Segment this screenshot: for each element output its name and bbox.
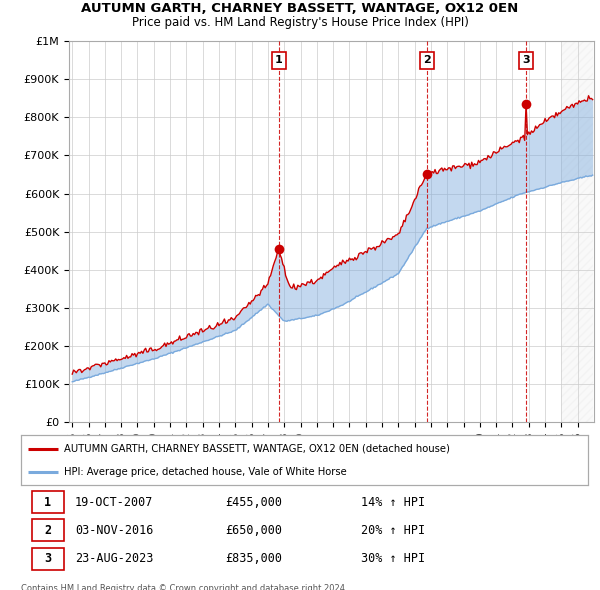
Text: 30% ↑ HPI: 30% ↑ HPI [361,552,425,565]
Text: 3: 3 [522,55,530,65]
Bar [32,548,64,570]
Text: Price paid vs. HM Land Registry's House Price Index (HPI): Price paid vs. HM Land Registry's House … [131,16,469,29]
Bar [32,519,64,542]
Text: 14% ↑ HPI: 14% ↑ HPI [361,496,425,509]
Text: £650,000: £650,000 [225,524,282,537]
Bar [32,491,64,513]
Text: 20% ↑ HPI: 20% ↑ HPI [361,524,425,537]
Text: £455,000: £455,000 [225,496,282,509]
Text: 19-OCT-2007: 19-OCT-2007 [75,496,153,509]
Text: HPI: Average price, detached house, Vale of White Horse: HPI: Average price, detached house, Vale… [64,467,346,477]
Text: 1: 1 [44,496,52,509]
Text: AUTUMN GARTH, CHARNEY BASSETT, WANTAGE, OX12 0EN (detached house): AUTUMN GARTH, CHARNEY BASSETT, WANTAGE, … [64,444,449,454]
Text: 2: 2 [44,524,52,537]
Text: Contains HM Land Registry data © Crown copyright and database right 2024.
This d: Contains HM Land Registry data © Crown c… [21,584,347,590]
Text: 23-AUG-2023: 23-AUG-2023 [75,552,153,565]
Text: AUTUMN GARTH, CHARNEY BASSETT, WANTAGE, OX12 0EN: AUTUMN GARTH, CHARNEY BASSETT, WANTAGE, … [82,2,518,15]
Text: 2: 2 [423,55,431,65]
Text: £835,000: £835,000 [225,552,282,565]
Text: 3: 3 [44,552,52,565]
Text: 03-NOV-2016: 03-NOV-2016 [75,524,153,537]
Text: 1: 1 [275,55,283,65]
